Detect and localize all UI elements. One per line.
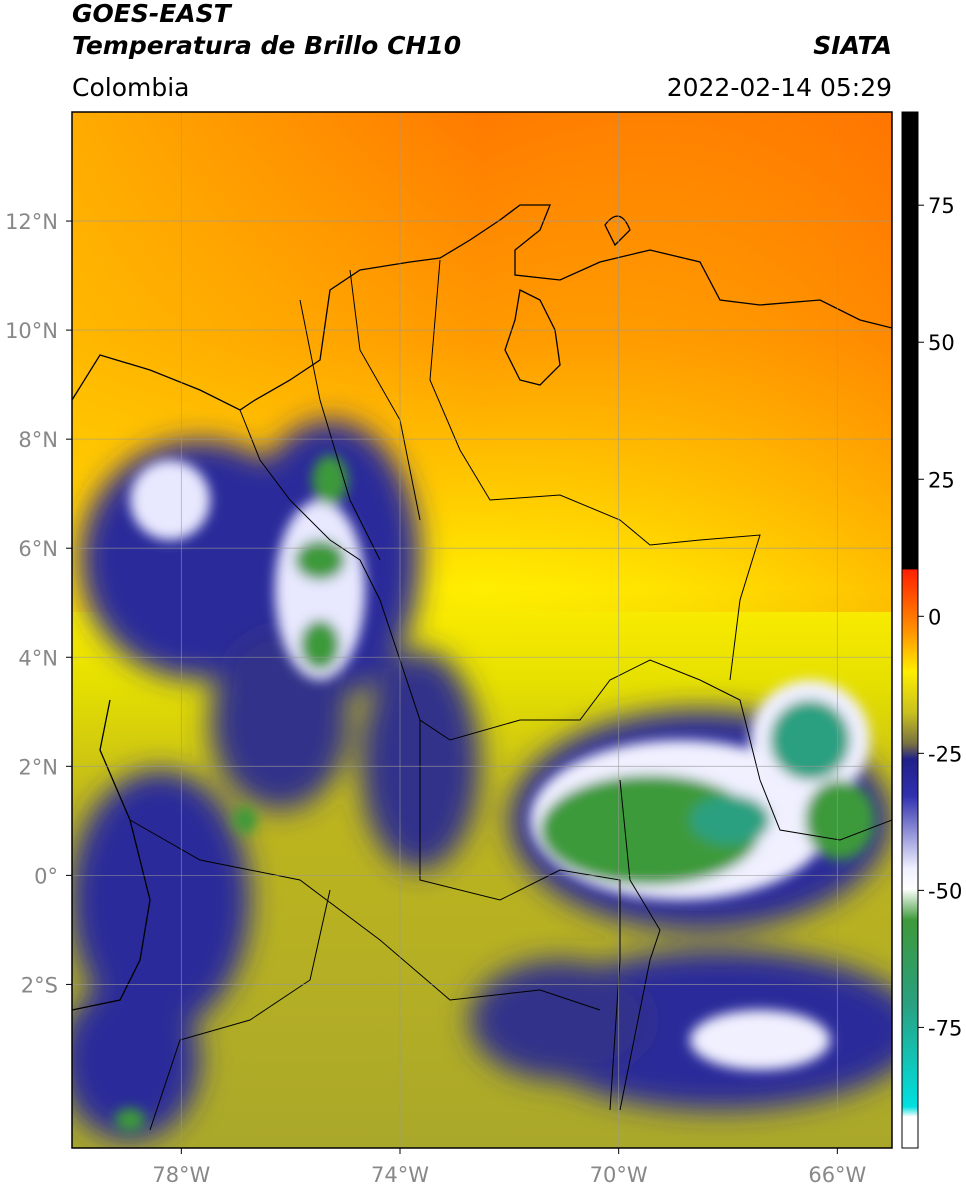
title: GOES-EAST [72, 0, 233, 28]
y-tick-label: 0° [34, 864, 58, 888]
colorbar-tick-label: -25 [928, 742, 962, 766]
map-frame [71, 111, 893, 1149]
colorbar-tick-label: 25 [928, 468, 955, 492]
y-tick-label: 12°N [5, 210, 58, 234]
y-tick-label: 10°N [5, 319, 58, 343]
colorbar-tick-label: 75 [928, 194, 955, 218]
region: Colombia [72, 73, 189, 102]
colorbar [901, 111, 919, 1149]
x-tick-label: 70°W [590, 1163, 648, 1187]
x-tick-label: 66°W [808, 1163, 866, 1187]
source: SIATA [813, 31, 892, 60]
colorbar-tick-label: 50 [928, 331, 955, 355]
y-tick-label: 6°N [18, 537, 58, 561]
coastline [72, 204, 892, 1011]
y-tick-label: 4°N [18, 646, 58, 670]
colorbar-tick-label: -75 [928, 1016, 962, 1040]
imagery [72, 112, 892, 1148]
datetime: 2022-02-14 05:29 [667, 73, 892, 102]
x-tick-label: 74°W [371, 1163, 429, 1187]
y-tick-label: 8°N [18, 428, 58, 452]
colorbar-tick-label: 0 [928, 605, 941, 629]
subtitle: Temperatura de Brillo CH10 [72, 31, 461, 60]
x-tick-label: 78°W [152, 1163, 210, 1187]
y-tick-label: 2°N [18, 755, 58, 779]
grid [72, 112, 892, 1148]
colorbar-tick-label: -50 [928, 879, 962, 903]
y-tick-label: 2°S [21, 973, 58, 997]
borders [129, 259, 892, 1131]
